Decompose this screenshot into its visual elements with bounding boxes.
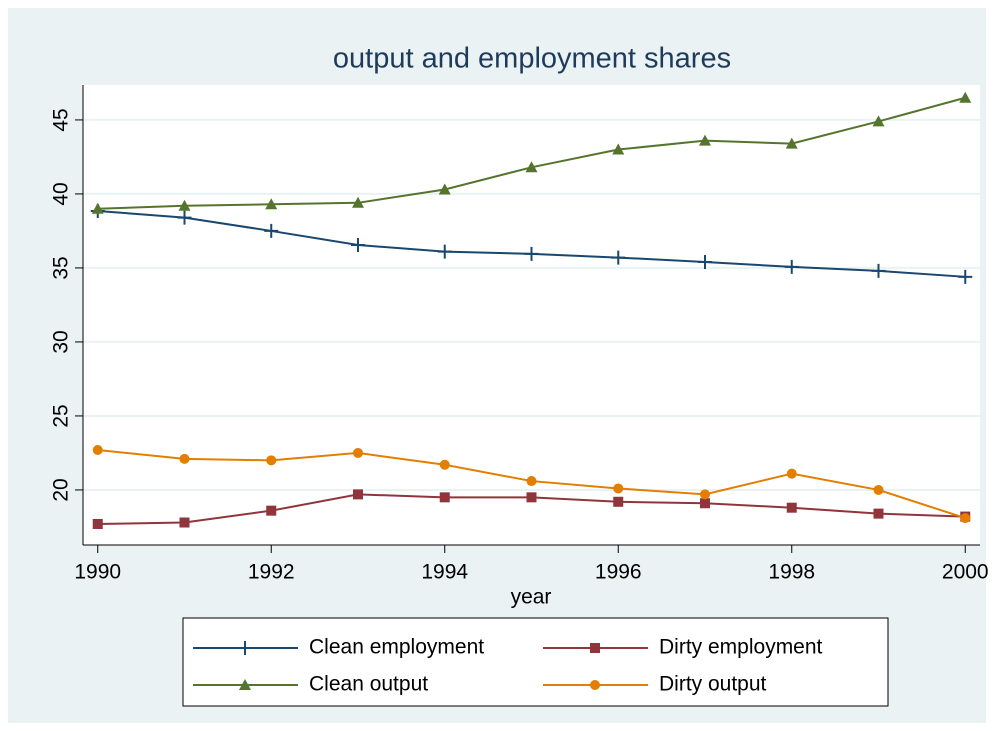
legend-marker [239, 679, 251, 690]
x-tick-label: 2000 [942, 561, 989, 584]
marker [700, 489, 711, 500]
marker [526, 492, 537, 503]
legend-marker [238, 641, 252, 655]
marker [92, 518, 103, 529]
marker [439, 492, 450, 503]
marker [785, 137, 798, 149]
marker [525, 161, 538, 173]
legend-marker [590, 643, 600, 653]
marker [437, 244, 452, 259]
marker [177, 210, 192, 225]
x-tick-label: 1994 [421, 561, 468, 584]
y-tick-label: 20 [50, 478, 73, 501]
marker [960, 513, 971, 524]
marker [612, 143, 625, 155]
marker [700, 498, 711, 509]
legend-label: Dirty output [659, 673, 767, 696]
y-tick-label: 25 [50, 404, 73, 427]
marker [958, 269, 973, 284]
marker [265, 198, 278, 210]
marker [873, 484, 884, 495]
marker [611, 250, 626, 265]
marker [786, 468, 797, 479]
marker [872, 115, 885, 127]
marker [526, 476, 537, 487]
x-axis-label: year [511, 586, 552, 609]
marker [871, 263, 886, 278]
y-tick-label: 45 [50, 108, 73, 131]
legend-box [182, 617, 889, 707]
chart-title: output and employment shares [333, 43, 731, 75]
marker [786, 502, 797, 513]
x-tick-label: 1996 [595, 561, 642, 584]
legend-label: Clean output [309, 673, 428, 696]
marker [439, 459, 450, 470]
marker [524, 246, 539, 261]
marker [266, 505, 277, 516]
marker [266, 455, 277, 466]
marker [179, 453, 190, 464]
marker [179, 517, 190, 528]
marker [92, 444, 103, 455]
marker [350, 237, 365, 252]
x-tick-label: 1998 [768, 561, 815, 584]
marker [352, 447, 363, 458]
x-tick-label: 1990 [74, 561, 121, 584]
marker [613, 483, 624, 494]
marker [959, 91, 972, 103]
marker [178, 199, 191, 211]
marker [698, 255, 713, 270]
y-tick-label: 40 [50, 182, 73, 205]
y-tick-label: 30 [50, 330, 73, 353]
plot-region [83, 85, 980, 545]
marker [784, 259, 799, 274]
marker [91, 202, 104, 214]
marker [351, 196, 364, 208]
marker [438, 183, 451, 195]
marker [352, 489, 363, 500]
legend-label: Clean employment [309, 636, 484, 659]
marker [264, 223, 279, 238]
x-tick-label: 1992 [248, 561, 295, 584]
marker [873, 508, 884, 519]
legend-marker [590, 680, 600, 690]
legend-label: Dirty employment [659, 636, 823, 659]
marker [699, 134, 712, 146]
marker [613, 496, 624, 507]
y-tick-label: 35 [50, 256, 73, 279]
